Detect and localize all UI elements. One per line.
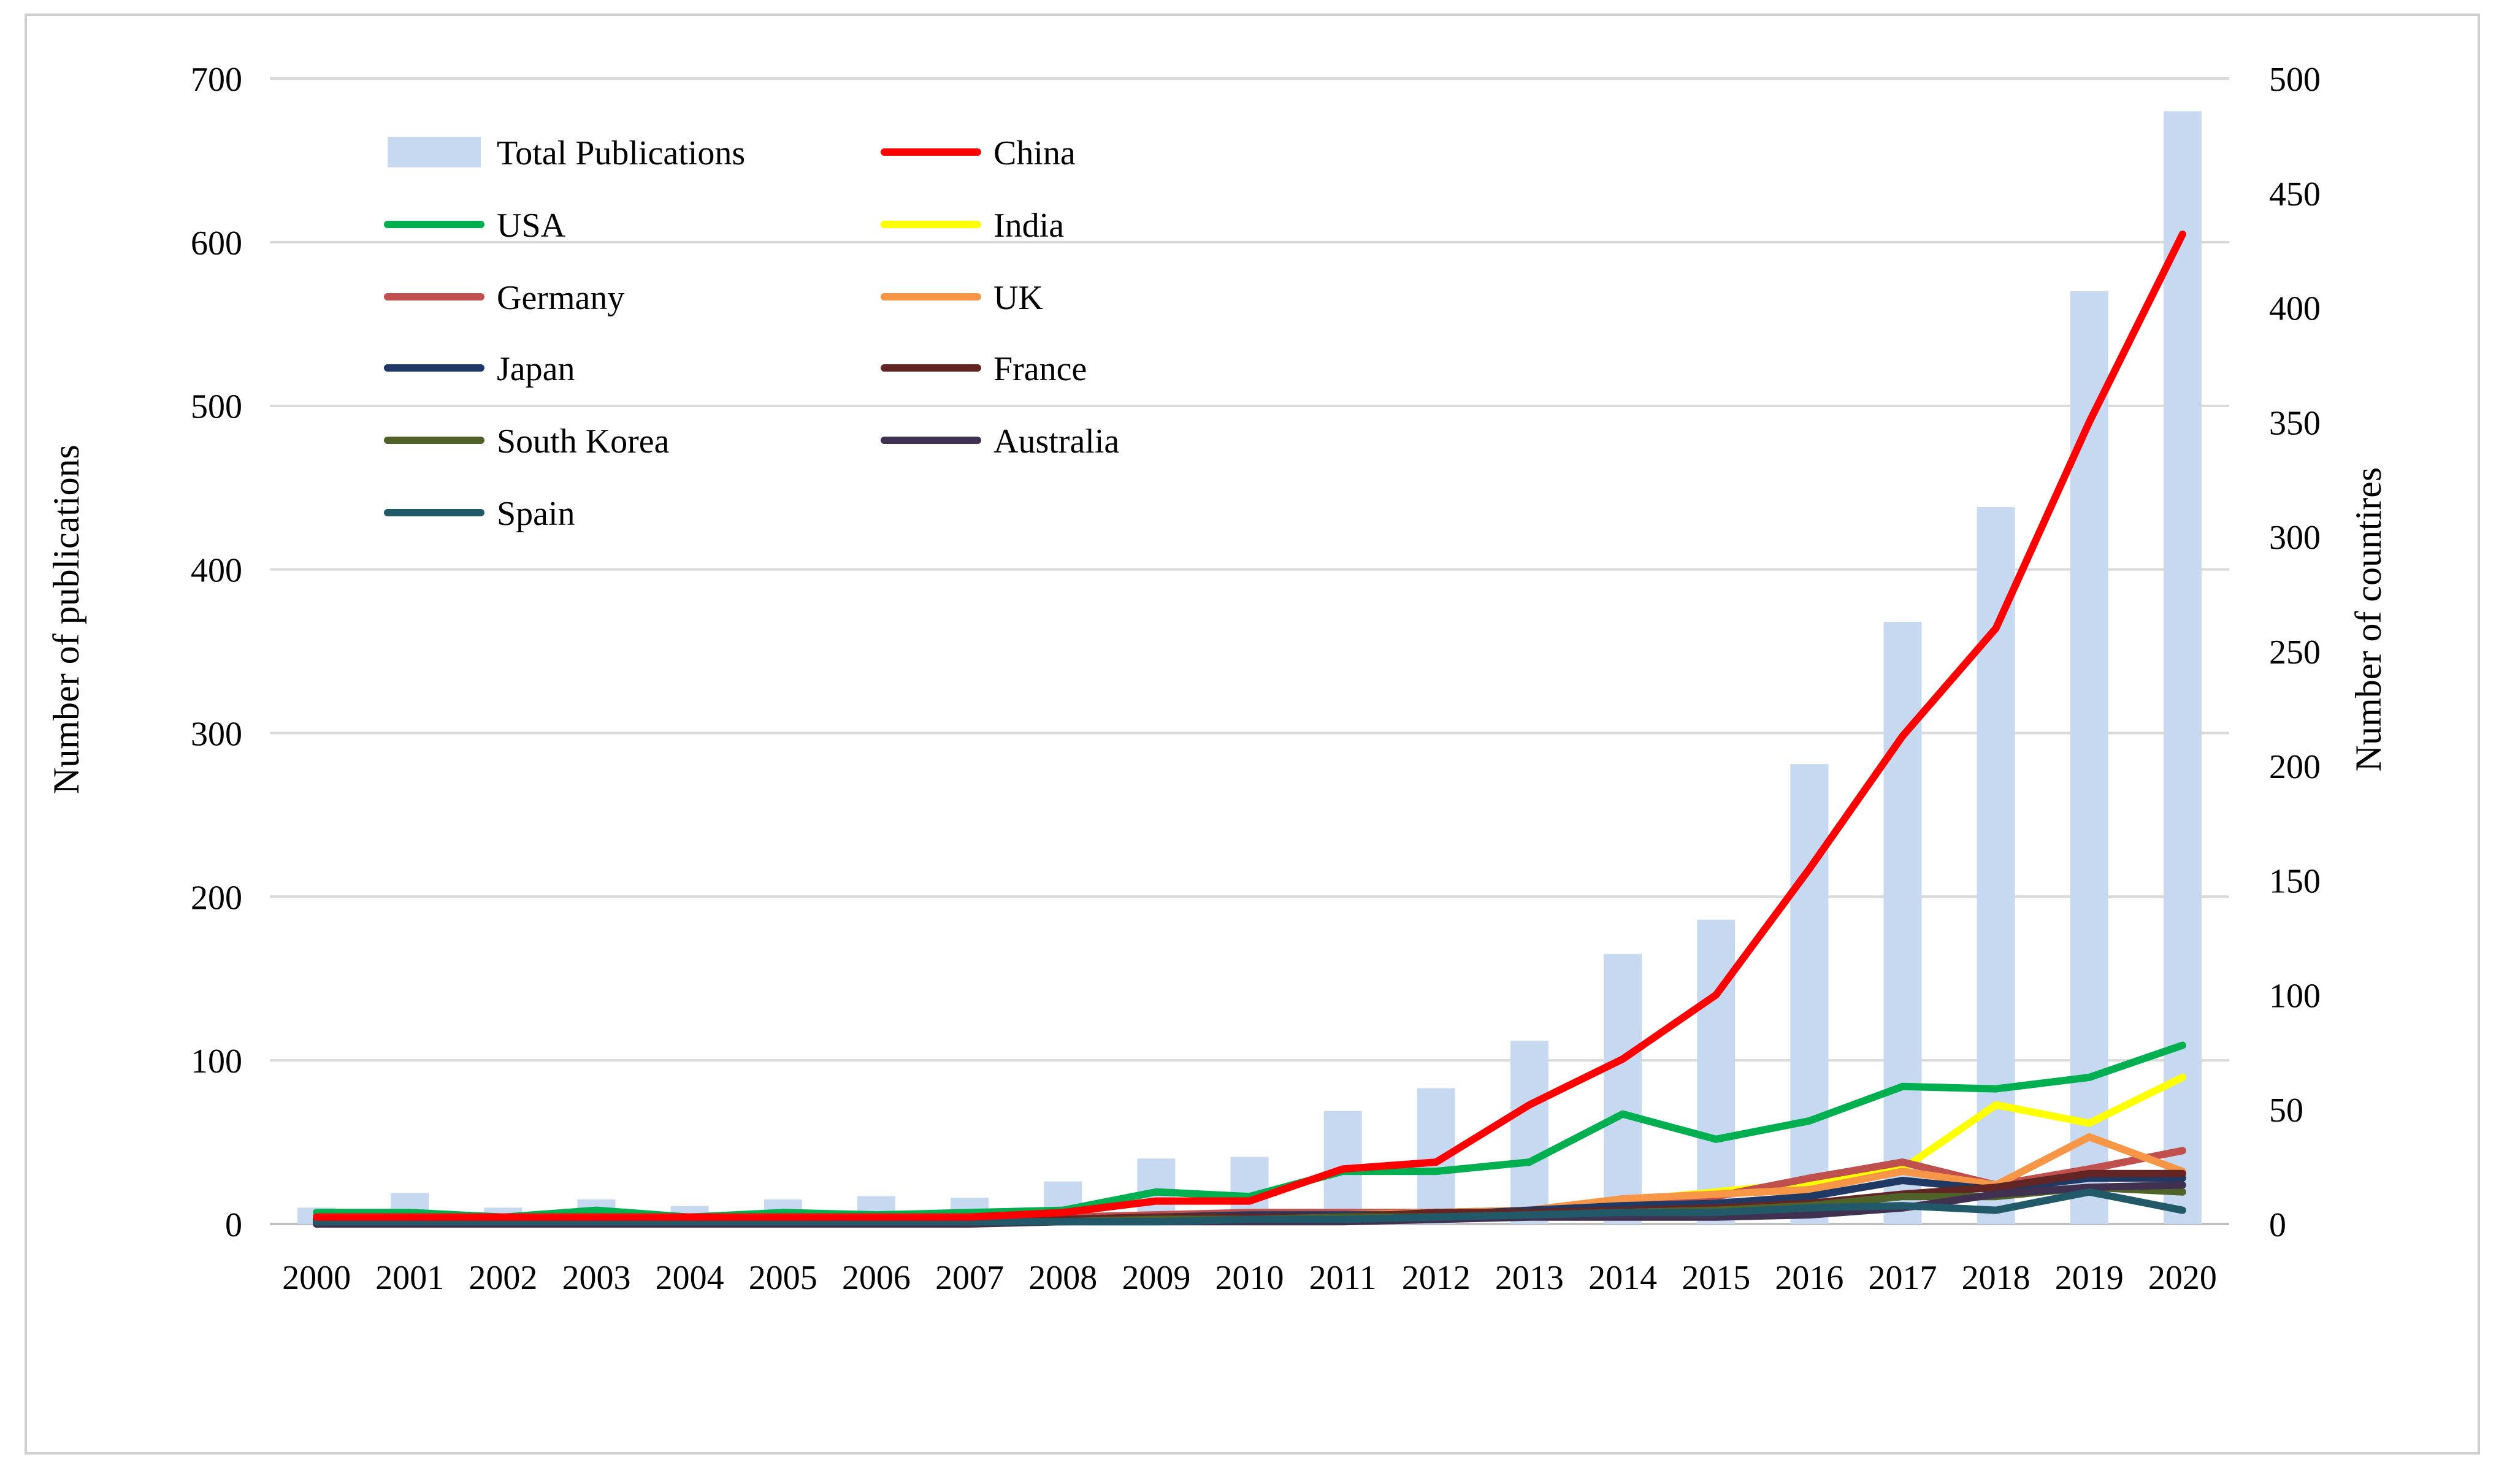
x-tick-label: 2000: [282, 1259, 351, 1297]
x-tick-label: 2012: [1402, 1259, 1471, 1297]
legend-label-india: India: [993, 207, 1064, 245]
legend-label-usa: USA: [497, 207, 566, 245]
x-tick-label: 2017: [1869, 1259, 1937, 1297]
x-tick-label: 2006: [842, 1259, 911, 1297]
x-tick-label: 2014: [1588, 1259, 1657, 1297]
x-tick-label: 2011: [1309, 1259, 1377, 1297]
x-tick-label: 2005: [749, 1259, 817, 1297]
series-line-spain: [313, 1188, 2186, 1226]
series-line-usa: [313, 1041, 2186, 1221]
x-tick-label: 2002: [469, 1259, 537, 1297]
y-tick-right-label: 300: [2269, 519, 2321, 557]
legend-label-germany: Germany: [497, 279, 624, 317]
y-axis-left-label: Number of publications: [46, 445, 86, 794]
y-axis-right-ticks: 0 50 100 150 200 250 300 350 400 450 500: [2269, 61, 2321, 1244]
x-tick-label: 2001: [375, 1259, 444, 1297]
bar-total-publications-2016: [1790, 764, 1829, 1224]
x-axis-ticks: 2000 2001 2002 2003 2004 2005 2006 2007 2008 2009…: [282, 1259, 2217, 1297]
series-line-china: [313, 231, 2186, 1221]
y-tick-left-label: 700: [191, 61, 242, 99]
y-tick-left-label: 200: [191, 879, 242, 917]
y-tick-right-label: 500: [2269, 61, 2321, 99]
y-tick-left-label: 100: [191, 1042, 242, 1080]
y-tick-left-label: 500: [191, 388, 242, 426]
bar-total-publications-2013: [1510, 1041, 1548, 1224]
y-tick-right-label: 450: [2269, 175, 2321, 213]
legend-swatch-total-publications: [388, 137, 481, 167]
legend-label-japan: Japan: [497, 350, 575, 388]
legend-label-spain: Spain: [497, 495, 575, 533]
x-tick-label: 2015: [1682, 1259, 1750, 1297]
bar-total-publications-2014: [1604, 954, 1642, 1224]
legend-label-australia: Australia: [993, 423, 1119, 461]
legend: Total Publications China USA India Germany UK…: [384, 134, 1119, 533]
legend-label-total-publications: Total Publications: [497, 134, 745, 172]
y-tick-right-label: 0: [2269, 1206, 2286, 1244]
bar-total-publications-2015: [1697, 919, 1736, 1224]
legend-label-france: France: [993, 350, 1087, 388]
y-tick-left-label: 0: [225, 1206, 242, 1244]
x-tick-label: 2009: [1122, 1259, 1190, 1297]
x-tick-label: 2008: [1028, 1259, 1097, 1297]
bar-total-publications-2020: [2163, 111, 2202, 1224]
y-tick-right-label: 350: [2269, 404, 2321, 442]
y-axis-left-ticks: 0 100 200 300 400 500 600 700: [191, 61, 242, 1244]
y-tick-left-label: 300: [191, 715, 242, 753]
y-tick-right-label: 150: [2269, 863, 2321, 901]
y-tick-right-label: 250: [2269, 633, 2321, 671]
y-tick-left-label: 600: [191, 224, 242, 262]
legend-label-uk: UK: [993, 279, 1043, 317]
bar-total-publications-2017: [1883, 621, 1922, 1224]
country-lines: [313, 231, 2186, 1228]
bars-total-publications: [297, 111, 2202, 1224]
x-tick-label: 2010: [1215, 1259, 1284, 1297]
y-axis-right-label: Number of countires: [2348, 467, 2389, 772]
y-tick-right-label: 50: [2269, 1092, 2303, 1130]
gridlines: [270, 77, 2229, 1225]
x-tick-label: 2020: [2148, 1259, 2217, 1297]
x-tick-label: 2016: [1775, 1259, 1843, 1297]
x-tick-label: 2013: [1495, 1259, 1564, 1297]
y-tick-right-label: 200: [2269, 748, 2321, 786]
x-tick-label: 2019: [2055, 1259, 2124, 1297]
x-tick-label: 2003: [562, 1259, 631, 1297]
y-tick-left-label: 400: [191, 552, 242, 590]
x-tick-label: 2007: [935, 1259, 1004, 1297]
legend-label-south-korea: South Korea: [497, 423, 670, 461]
y-tick-right-label: 100: [2269, 977, 2321, 1015]
x-tick-label: 2004: [656, 1259, 724, 1297]
bar-total-publications-2019: [2070, 291, 2108, 1224]
x-tick-label: 2018: [1962, 1259, 2030, 1297]
y-tick-right-label: 400: [2269, 290, 2321, 328]
legend-label-china: China: [993, 134, 1076, 172]
